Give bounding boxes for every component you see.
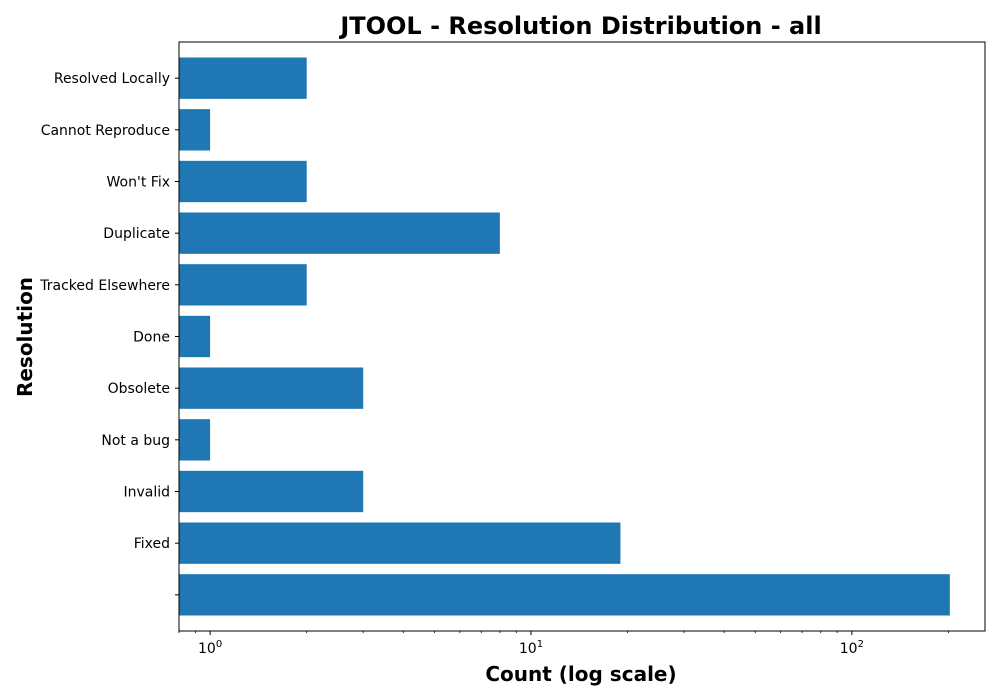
- bar-resolved-locally: [179, 57, 307, 99]
- bar-blank-0: [179, 574, 950, 616]
- bars-group: [179, 57, 950, 616]
- y-tick-label-obsolete: Obsolete: [108, 381, 170, 397]
- x-tick-label-1: 100: [198, 639, 222, 657]
- y-tick-label-done: Done: [133, 330, 170, 346]
- y-tick-label-fixed: Fixed: [134, 536, 170, 552]
- bar-invalid: [179, 470, 364, 513]
- y-tick-label-won-t-fix: Won't Fix: [107, 175, 170, 191]
- y-tick-label-invalid: Invalid: [123, 485, 170, 501]
- x-tick-label-10: 101: [519, 639, 543, 657]
- y-tick-label-duplicate: Duplicate: [103, 226, 170, 242]
- y-tick-label-cannot-reproduce: Cannot Reproduce: [41, 123, 170, 139]
- plot-frame: [178, 41, 986, 632]
- bar-obsolete: [179, 367, 364, 409]
- bar-fixed: [179, 522, 621, 564]
- x-axis-label: Count (log scale): [485, 662, 676, 686]
- bar-cannot-reproduce: [179, 109, 211, 151]
- bar-done: [179, 315, 211, 358]
- bar-tracked-elsewhere: [179, 264, 307, 306]
- bar-duplicate: [179, 212, 500, 254]
- y-tick-label-tracked-elsewhere: Tracked Elsewhere: [39, 278, 170, 294]
- y-tick-label-not-a-bug: Not a bug: [101, 433, 170, 449]
- chart-title: JTOOL - Resolution Distribution - all: [338, 12, 821, 40]
- ticks-group: Fixed Invalid Not a bug Obsolete Done Tracked…: [39, 71, 949, 657]
- x-tick-label-100: 102: [840, 639, 864, 657]
- y-tick-label-resolved-locally: Resolved Locally: [54, 71, 170, 87]
- bar-not-a-bug: [179, 419, 211, 461]
- y-axis-label: Resolution: [13, 277, 37, 397]
- bar-won-t-fix: [179, 160, 307, 203]
